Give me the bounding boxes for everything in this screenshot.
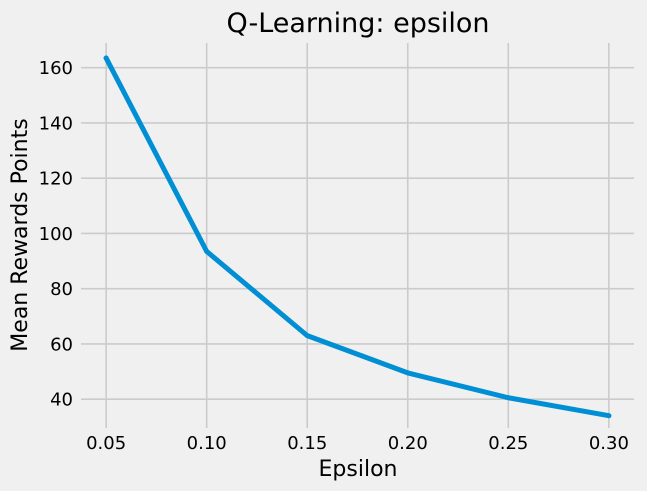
data-point xyxy=(505,395,511,401)
x-tick-labels: 0.05 0.10 0.15 0.20 0.25 0.30 xyxy=(86,433,629,454)
x-tick-label: 0.10 xyxy=(187,433,227,454)
y-gridlines xyxy=(81,66,634,400)
x-tick-label: 0.15 xyxy=(287,433,327,454)
series-line xyxy=(103,55,612,419)
data-point xyxy=(204,248,210,254)
y-tick-label: 60 xyxy=(50,334,73,355)
y-axis-label: Mean Rewards Points xyxy=(8,118,33,351)
x-tick-label: 0.05 xyxy=(86,433,126,454)
data-point xyxy=(606,413,612,419)
x-tick-label: 0.20 xyxy=(388,433,428,454)
y-tick-label: 40 xyxy=(50,390,73,411)
data-point xyxy=(103,55,109,61)
x-gridlines xyxy=(105,43,610,428)
y-tick-label: 80 xyxy=(50,279,73,300)
y-tick-label: 120 xyxy=(39,169,73,190)
plot-area xyxy=(81,43,634,428)
y-tick-label: 140 xyxy=(39,113,73,134)
data-point xyxy=(405,370,411,376)
data-point xyxy=(304,333,310,339)
y-tick-label: 100 xyxy=(39,224,73,245)
y-tick-labels: 40 60 80 100 120 140 160 xyxy=(39,58,73,410)
y-tick-label: 160 xyxy=(39,58,73,79)
chart-title: Q-Learning: epsilon xyxy=(226,8,489,39)
x-tick-label: 0.30 xyxy=(589,433,629,454)
series-group xyxy=(103,55,612,419)
x-tick-label: 0.25 xyxy=(488,433,528,454)
x-axis-label: Epsilon xyxy=(319,457,398,482)
